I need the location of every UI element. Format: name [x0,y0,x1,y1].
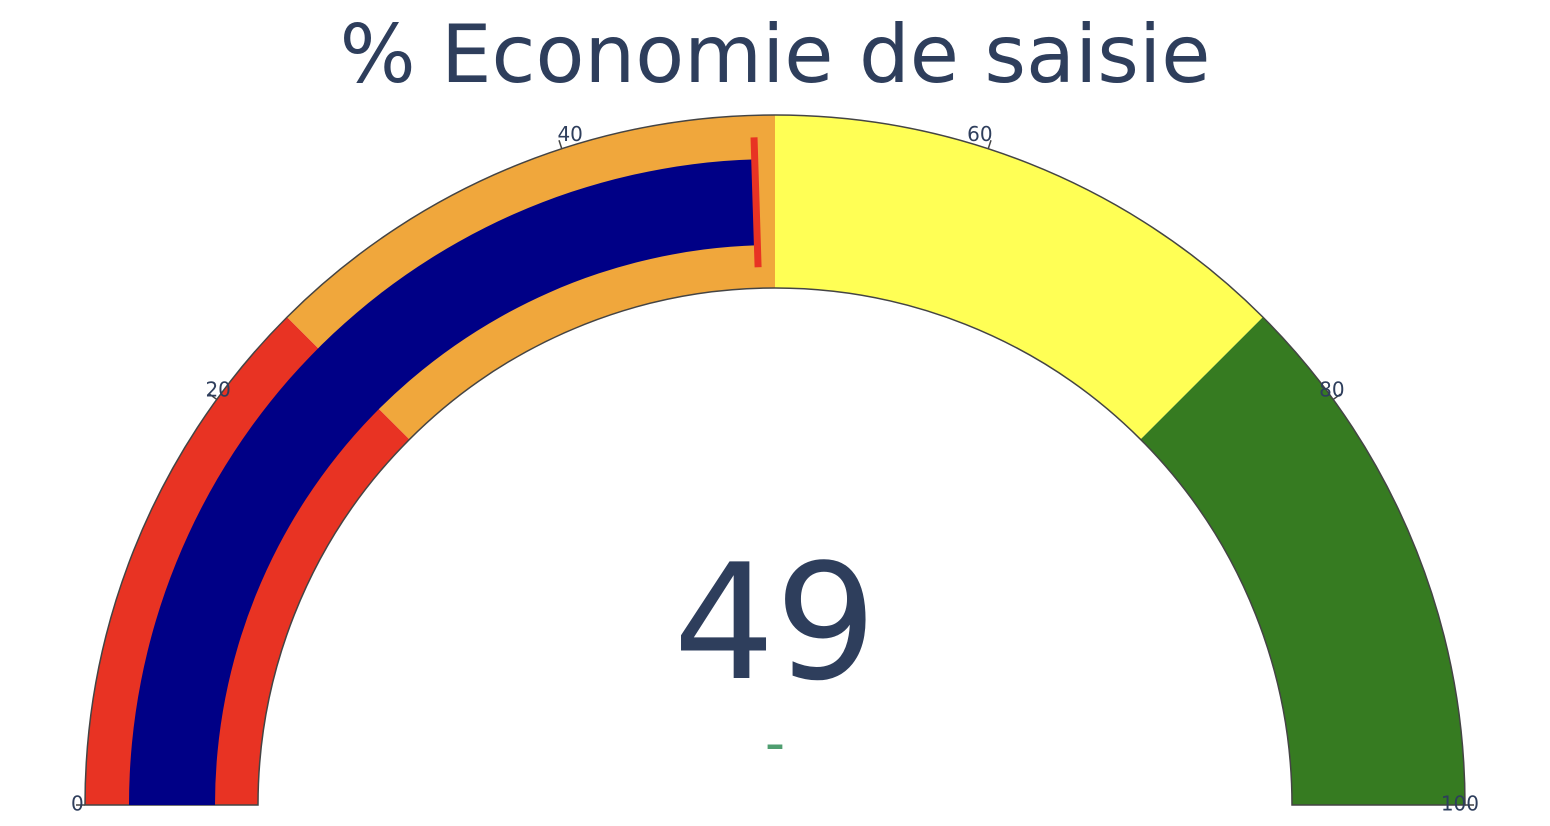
gauge-step-2 [775,115,1263,440]
gauge-tick-20 [209,393,218,401]
gauge-tick-label-0: 0 [71,792,84,816]
gauge-tick-label-100: 100 [1441,792,1479,816]
gauge-step-3 [1140,317,1465,805]
gauge-ticks: 0 20 40 60 80 100 [71,122,1479,816]
gauge-tick-label-40: 40 [557,122,582,146]
gauge-tick-label-20: 20 [205,378,230,402]
gauge-tick-80 [1332,393,1341,401]
gauge-value-number: 49 [673,529,877,716]
threshold-layer [750,137,762,268]
gauge-delta-indicator: - [765,711,785,776]
gauge-tick-60 [987,139,992,150]
gauge-value-bar [129,159,758,806]
gauge-tick-40 [558,139,563,150]
gauge-tick-label-80: 80 [1319,378,1344,402]
gauge-bar-layer [129,159,758,806]
gauge-tick-label-60: 60 [967,122,992,146]
chart-title: % Economie de saisie [340,8,1211,101]
gauge-outline [84,114,1466,806]
gauge-threshold-line [750,137,762,268]
